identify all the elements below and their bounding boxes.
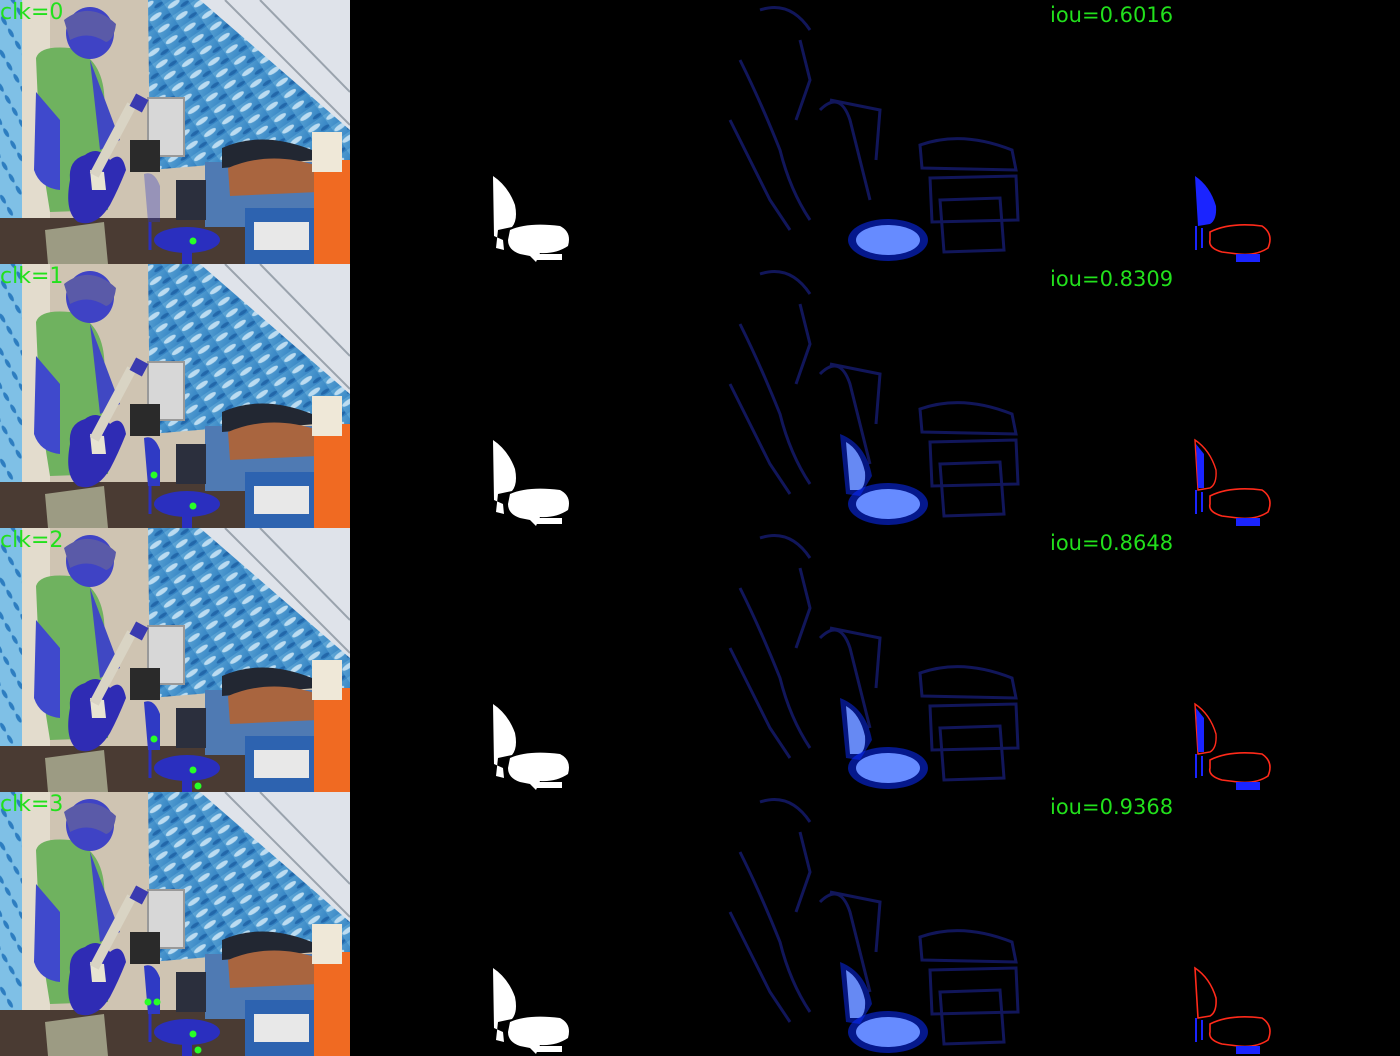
error-panel: iou=0.6016 [1050, 0, 1400, 264]
click-point [144, 998, 152, 1006]
error-panel: iou=0.8648 [1050, 528, 1400, 792]
click-count-label: clk=3 [0, 792, 64, 817]
heatmap-panel [700, 792, 1050, 1056]
heatmap-panel [700, 0, 1050, 264]
mask-panel [350, 528, 700, 792]
guitar [68, 357, 149, 488]
guitar [68, 621, 149, 752]
iou-score-label: iou=0.8648 [1050, 531, 1174, 555]
photo-scene [0, 528, 350, 792]
input-image-panel: clk=1 [0, 264, 350, 528]
result-row: clk=2 [0, 528, 1400, 792]
iou-score-label: iou=0.9368 [1050, 795, 1174, 819]
iou-score-label: iou=0.8309 [1050, 267, 1174, 291]
probability-map [700, 0, 1050, 264]
probability-map [700, 528, 1050, 792]
mask-panel [350, 264, 700, 528]
mask-panel [350, 0, 700, 264]
error-map [1050, 792, 1400, 1056]
heatmap-panel [700, 528, 1050, 792]
photo-scene [0, 792, 350, 1056]
result-row: clk=3 io [0, 792, 1400, 1056]
heatmap-panel [700, 264, 1050, 528]
click-point [189, 1030, 197, 1038]
click-point [189, 766, 197, 774]
click-point [150, 471, 158, 479]
error-map [1050, 528, 1400, 792]
chair [144, 173, 220, 264]
error-panel: iou=0.8309 [1050, 264, 1400, 528]
result-row: clk=0 iou=0.6016 [0, 0, 1400, 264]
click-count-label: clk=1 [0, 264, 64, 289]
probability-map [700, 792, 1050, 1056]
click-point [194, 1046, 202, 1054]
error-panel: iou=0.9368 [1050, 792, 1400, 1056]
error-map [1050, 264, 1400, 528]
input-image-panel: clk=2 [0, 528, 350, 792]
click-point [189, 237, 197, 245]
iou-score-label: iou=0.6016 [1050, 3, 1174, 27]
input-image-panel: clk=3 [0, 792, 350, 1056]
guitar [68, 93, 149, 224]
ground-truth-mask [350, 0, 700, 264]
input-image-panel: clk=0 [0, 0, 350, 264]
click-count-label: clk=2 [0, 528, 64, 553]
ground-truth-mask [350, 792, 700, 1056]
click-point [150, 735, 158, 743]
click-count-label: clk=0 [0, 0, 64, 25]
photo-scene [0, 0, 350, 264]
result-row: clk=1 [0, 264, 1400, 528]
click-point [194, 782, 202, 790]
click-point [153, 998, 161, 1006]
click-point [189, 502, 197, 510]
probability-map [700, 264, 1050, 528]
photo-scene [0, 264, 350, 528]
error-map [1050, 0, 1400, 264]
guitar [68, 885, 149, 1016]
mask-panel [350, 792, 700, 1056]
ground-truth-mask [350, 264, 700, 528]
ground-truth-mask [350, 528, 700, 792]
